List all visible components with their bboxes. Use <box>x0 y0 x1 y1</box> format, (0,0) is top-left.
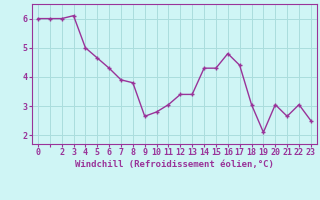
X-axis label: Windchill (Refroidissement éolien,°C): Windchill (Refroidissement éolien,°C) <box>75 160 274 169</box>
